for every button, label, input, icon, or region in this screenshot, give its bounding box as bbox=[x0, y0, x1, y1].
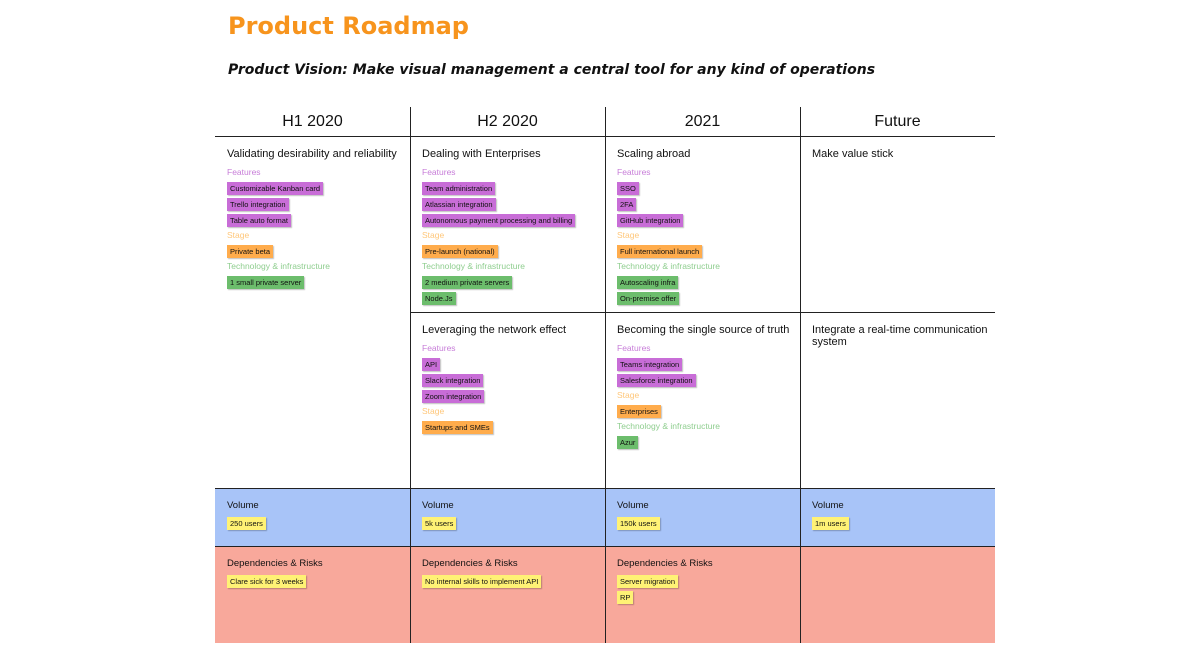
sticky-note: Atlassian integration bbox=[422, 198, 496, 211]
sticky-note: GitHub integration bbox=[617, 214, 684, 227]
cell: Dealing with Enterprises Features Team adm… bbox=[422, 148, 600, 308]
cell: Make value stick bbox=[812, 148, 990, 167]
cell: Integrate a real-time communication syst… bbox=[812, 324, 990, 355]
group-label: Features bbox=[422, 343, 456, 353]
sticky-note: RP bbox=[617, 591, 634, 604]
column-header: 2021 bbox=[684, 113, 721, 130]
group-label: Stage bbox=[422, 230, 445, 240]
row-label: Dependencies & Risks bbox=[422, 558, 518, 569]
sticky-note: SSO bbox=[617, 182, 639, 195]
sticky-note: Trello integration bbox=[227, 198, 289, 211]
sticky-note: Pre-launch (national) bbox=[422, 245, 498, 258]
cell-title: Becoming the single source of truth bbox=[617, 324, 790, 336]
sticky-note: Azur bbox=[617, 436, 639, 449]
row-label: Volume bbox=[617, 500, 649, 511]
sticky-note: On-premise offer bbox=[617, 292, 680, 305]
sticky-note: 5k users bbox=[422, 517, 457, 530]
sticky-note: Node.Js bbox=[422, 292, 456, 305]
sticky-note: 2 medium private servers bbox=[422, 276, 513, 289]
column-header: Future bbox=[874, 113, 921, 130]
group-label: Technology & infrastructure bbox=[227, 261, 330, 271]
sticky-note: 2FA bbox=[617, 198, 637, 211]
sticky-note: Teams integration bbox=[617, 358, 683, 371]
sticky-note: API bbox=[422, 358, 441, 371]
sticky-note: No internal skills to implement API bbox=[422, 575, 542, 588]
group-label: Features bbox=[227, 167, 261, 177]
group-label: Technology & infrastructure bbox=[422, 261, 525, 271]
column-header: H1 2020 bbox=[282, 113, 343, 130]
group-label: Features bbox=[617, 343, 651, 353]
row-label: Dependencies & Risks bbox=[617, 558, 713, 569]
cell-title: Integrate a real-time communication syst… bbox=[812, 324, 988, 348]
cell-title: Leveraging the network effect bbox=[422, 324, 567, 336]
group-label: Features bbox=[617, 167, 651, 177]
sticky-note: Clare sick for 3 weeks bbox=[227, 575, 307, 588]
row-label: Dependencies & Risks bbox=[227, 558, 323, 569]
sticky-note: Autoscaling infra bbox=[617, 276, 679, 289]
grid-line bbox=[410, 107, 411, 643]
cell: Volume 1m users bbox=[812, 500, 990, 533]
cell: Leveraging the network effect Features API… bbox=[422, 324, 600, 437]
cell-title: Validating desirability and reliability bbox=[227, 148, 397, 160]
sticky-note: Private beta bbox=[227, 245, 274, 258]
group-label: Stage bbox=[227, 230, 250, 240]
sticky-note: Startups and SMEs bbox=[422, 421, 493, 434]
cell-title: Make value stick bbox=[812, 148, 894, 160]
sticky-note: 1 small private server bbox=[227, 276, 305, 289]
sticky-note: Team administration bbox=[422, 182, 496, 195]
grid-line bbox=[800, 107, 801, 643]
sticky-note: Slack integration bbox=[422, 374, 484, 387]
grid-line bbox=[605, 107, 606, 643]
cell: Volume 5k users bbox=[422, 500, 600, 533]
sticky-note: Full international launch bbox=[617, 245, 703, 258]
cell: Dependencies & Risks No internal skills t… bbox=[422, 558, 600, 591]
group-label: Technology & infrastructure bbox=[617, 261, 720, 271]
sticky-note: Customizable Kanban card bbox=[227, 182, 324, 195]
sticky-note: 1m users bbox=[812, 517, 849, 530]
column-header: H2 2020 bbox=[477, 113, 538, 130]
cell: Volume 250 users bbox=[227, 500, 405, 533]
group-label: Technology & infrastructure bbox=[617, 421, 720, 431]
page-title: Product Roadmap bbox=[228, 12, 469, 40]
group-label: Stage bbox=[617, 230, 640, 240]
grid-line bbox=[410, 312, 995, 313]
cell: Dependencies & Risks Server migration RP bbox=[617, 558, 795, 607]
row-label: Volume bbox=[227, 500, 259, 511]
cell-title: Scaling abroad bbox=[617, 148, 691, 160]
sticky-note: 250 users bbox=[227, 517, 266, 530]
group-label: Features bbox=[422, 167, 456, 177]
sticky-note: Zoom integration bbox=[422, 390, 485, 403]
group-label: Stage bbox=[617, 390, 640, 400]
cell: Validating desirability and reliability F… bbox=[227, 148, 405, 292]
cell: Scaling abroad Features SSO 2FA GitHub integ… bbox=[617, 148, 795, 308]
vision: Product Vision: Make visual management a… bbox=[228, 62, 876, 78]
sticky-note: Table auto format bbox=[227, 214, 291, 227]
row-label: Volume bbox=[422, 500, 454, 511]
sticky-note: Server migration bbox=[617, 575, 679, 588]
sticky-note: Enterprises bbox=[617, 405, 661, 418]
cell: Volume 150k users bbox=[617, 500, 795, 533]
sticky-note: Autonomous payment processing and billin… bbox=[422, 214, 576, 227]
cell: Dependencies & Risks Clare sick for 3 wee… bbox=[227, 558, 405, 591]
row-label: Volume bbox=[812, 500, 844, 511]
cell-title: Dealing with Enterprises bbox=[422, 148, 541, 160]
group-label: Stage bbox=[422, 406, 445, 416]
sticky-note: 150k users bbox=[617, 517, 660, 530]
sticky-note: Salesforce integration bbox=[617, 374, 696, 387]
cell: Becoming the single source of truth Featu… bbox=[617, 324, 795, 452]
